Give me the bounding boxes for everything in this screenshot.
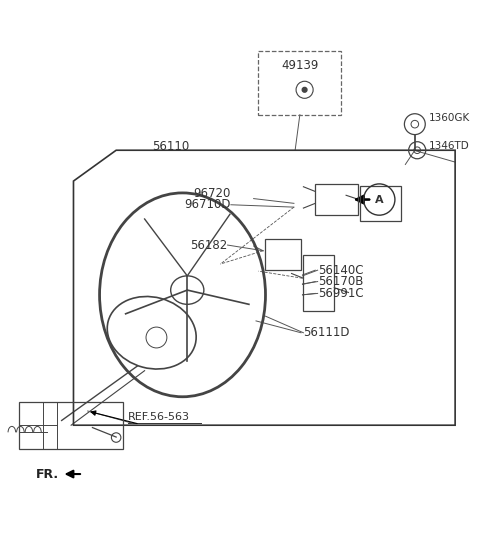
Text: 56170B: 56170B (318, 275, 363, 288)
Bar (360, 186, 401, 222)
Text: A: A (375, 195, 384, 205)
Text: FR.: FR. (36, 468, 59, 481)
Text: 56110: 56110 (152, 139, 189, 153)
Text: 49139: 49139 (281, 59, 319, 72)
Text: 56182: 56182 (190, 238, 228, 252)
Circle shape (302, 88, 307, 92)
Bar (303, 254, 334, 311)
Bar (265, 240, 301, 270)
Text: 56991C: 56991C (318, 287, 363, 300)
Bar (19, 401, 123, 449)
Bar (315, 184, 358, 215)
Text: 1360GK: 1360GK (429, 113, 470, 123)
Text: 56140C: 56140C (318, 264, 363, 277)
Text: 1346TD: 1346TD (429, 142, 470, 152)
Bar (258, 51, 341, 115)
Text: 56111D: 56111D (303, 326, 350, 339)
Text: 96720: 96720 (193, 188, 231, 200)
Text: REF.56-563: REF.56-563 (128, 412, 190, 422)
Text: 96710D: 96710D (184, 198, 231, 211)
